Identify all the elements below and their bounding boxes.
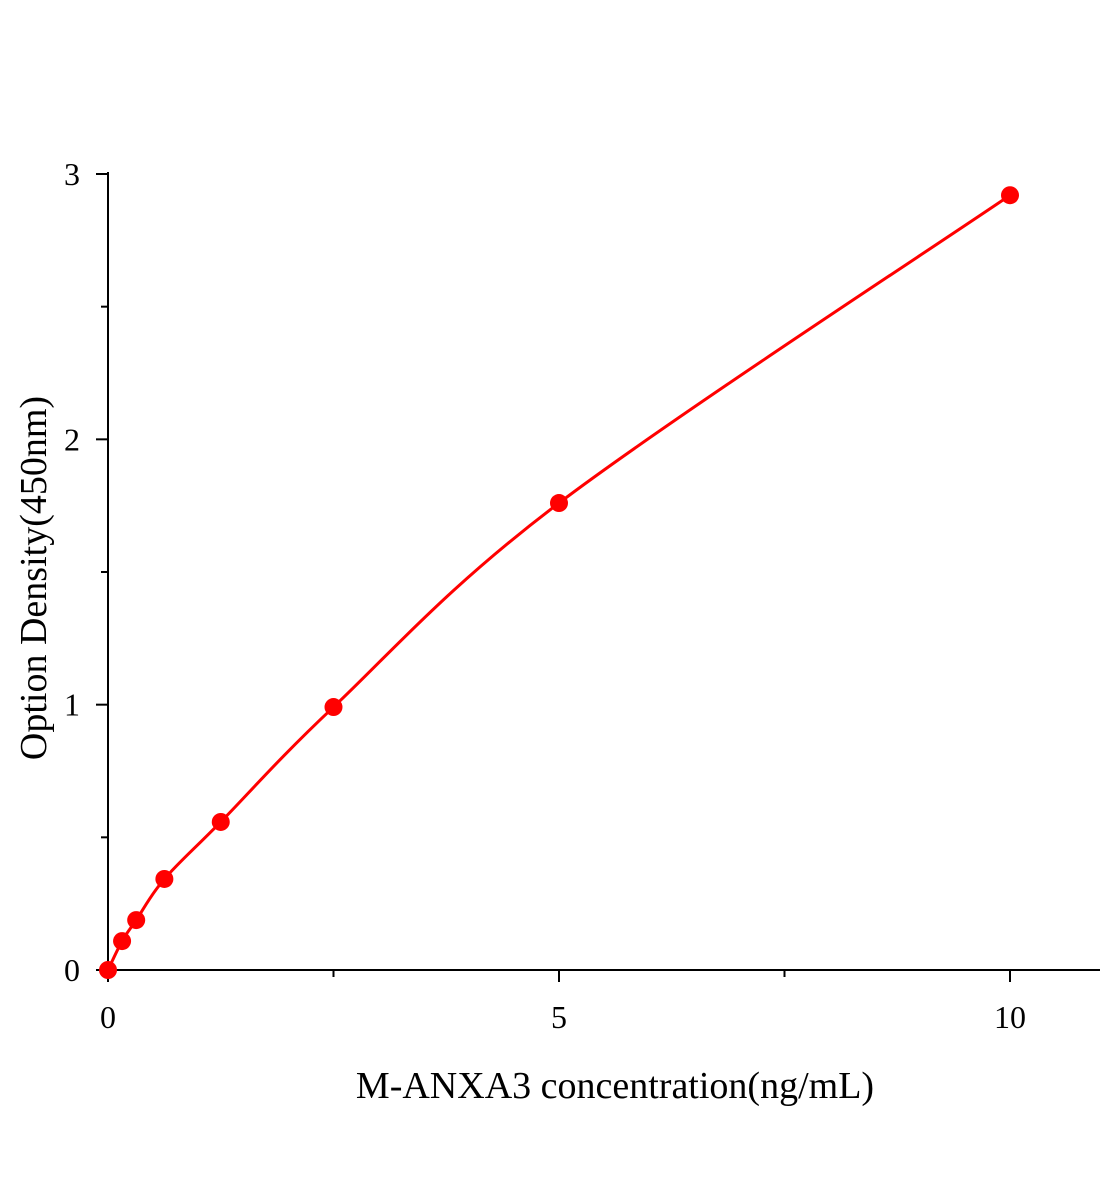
data-point (550, 494, 568, 513)
x-tick-label: 0 (100, 999, 116, 1035)
data-point (155, 869, 174, 888)
axes (107, 172, 1100, 971)
x-tick-label: 5 (551, 999, 567, 1035)
y-axis-label: Option Density(450nm) (13, 396, 55, 760)
data-point (1001, 186, 1019, 205)
data-point (99, 961, 117, 979)
data-point (127, 911, 146, 930)
ticks: 0 5 10 0 1 2 3 (64, 156, 1026, 1035)
y-tick-label: 1 (64, 687, 80, 723)
y-tick-label: 0 (64, 952, 80, 988)
x-axis-label: M-ANXA3 concentration(ng/mL) (356, 1065, 874, 1107)
fit-curve (106, 193, 1011, 971)
y-tick-label: 3 (64, 156, 80, 192)
data-point (324, 698, 343, 717)
data-point (211, 812, 230, 831)
data-point (113, 932, 132, 951)
data-points (99, 186, 1019, 979)
x-tick-label: 10 (994, 999, 1026, 1035)
y-tick-label: 2 (64, 421, 80, 457)
